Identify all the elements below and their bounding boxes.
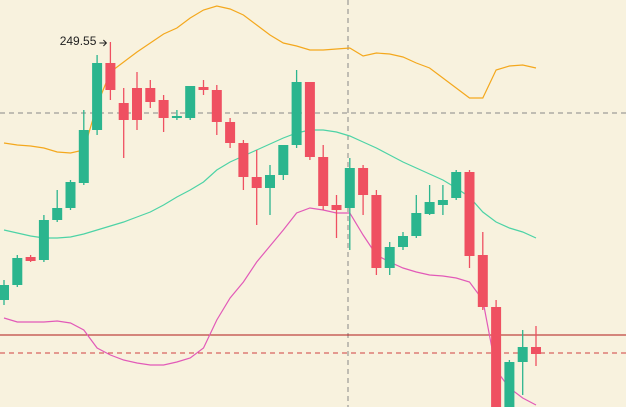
candle-body <box>331 205 342 210</box>
candle-body <box>52 208 63 220</box>
candle-body <box>491 307 502 407</box>
high-label: 249.55 <box>60 34 97 48</box>
candle-body <box>225 122 236 143</box>
candle-body <box>25 257 36 261</box>
candle-body <box>105 63 116 90</box>
band-line <box>3 207 537 406</box>
candle-body <box>118 103 129 120</box>
candle-body <box>278 145 289 175</box>
plot: 249.55 <box>0 5 626 407</box>
candle-body <box>238 143 249 177</box>
candle-body <box>424 202 435 214</box>
candle-body <box>65 182 76 208</box>
candle-body <box>517 347 528 362</box>
candle-body <box>38 220 49 260</box>
candle-body <box>171 116 182 118</box>
candle-body <box>318 157 329 206</box>
candle-body <box>531 347 541 354</box>
candle-body <box>358 168 369 195</box>
candle-body <box>265 175 275 188</box>
candle-body <box>371 195 382 268</box>
candle-body <box>384 247 395 268</box>
candle-body <box>12 258 23 285</box>
band-line <box>3 129 537 239</box>
candle-body <box>132 88 142 120</box>
candle-body <box>411 213 422 236</box>
candle-body <box>198 87 209 90</box>
candle-body <box>211 90 222 122</box>
candle-body <box>0 285 9 300</box>
candle-body <box>304 82 315 157</box>
candle-body <box>251 177 262 188</box>
candle-body <box>185 86 196 118</box>
candle-body <box>464 172 475 256</box>
candle-body <box>437 200 448 205</box>
candle-body <box>291 82 302 145</box>
candle-body <box>504 362 515 407</box>
candle-body <box>477 255 488 307</box>
candle-body <box>398 236 408 247</box>
candle-body <box>92 63 103 130</box>
candle-body <box>451 172 462 198</box>
candle-body <box>344 168 355 208</box>
candle-body <box>158 100 169 118</box>
candle-body <box>145 88 156 102</box>
high-arrow <box>99 39 108 47</box>
candle-body <box>78 130 89 183</box>
